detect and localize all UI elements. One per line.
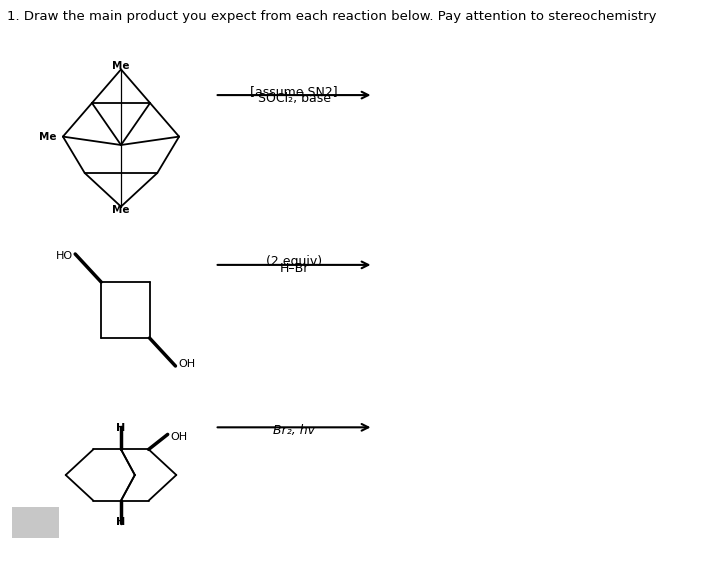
Text: HO: HO xyxy=(55,251,73,261)
Text: Me: Me xyxy=(112,61,130,71)
Text: OH: OH xyxy=(178,359,195,369)
Text: Me: Me xyxy=(38,132,56,142)
Text: Me: Me xyxy=(112,204,130,215)
Text: H: H xyxy=(117,517,125,526)
Text: OH: OH xyxy=(170,432,187,443)
Text: 1. Draw the main product you expect from each reaction below. Pay attention to s: 1. Draw the main product you expect from… xyxy=(7,10,657,23)
Text: Br₂, hv: Br₂, hv xyxy=(273,424,315,438)
Text: [assume SN2]: [assume SN2] xyxy=(251,85,338,98)
Text: H–Br: H–Br xyxy=(279,262,309,275)
Bar xyxy=(12,507,59,538)
Text: H: H xyxy=(117,423,125,434)
Text: (2 equiv): (2 equiv) xyxy=(266,255,322,268)
Text: SOCl₂, base: SOCl₂, base xyxy=(258,92,330,105)
